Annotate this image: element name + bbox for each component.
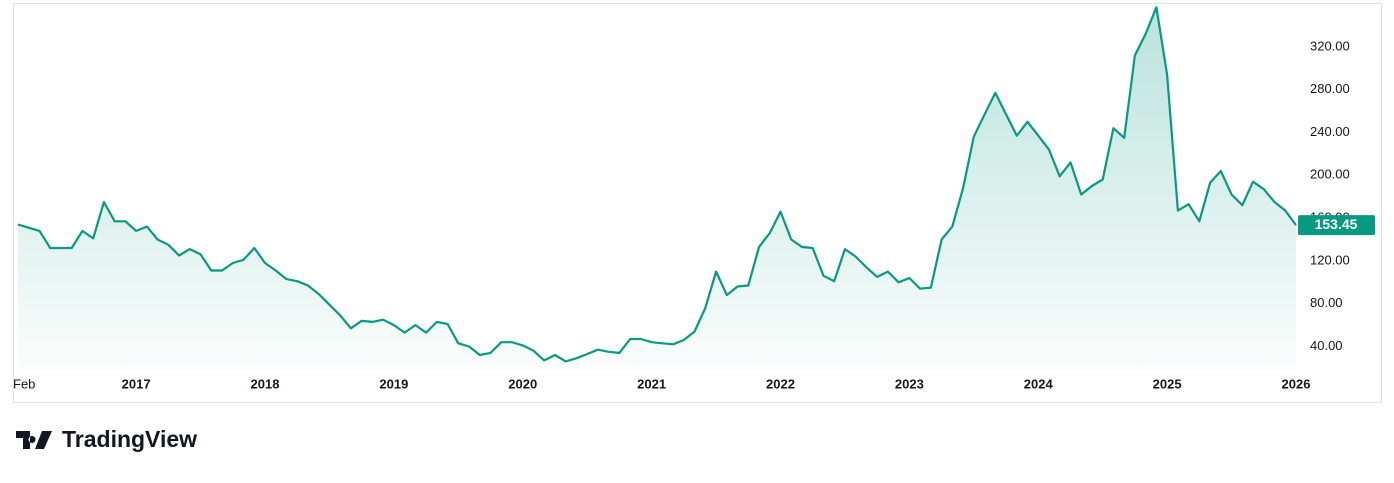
y-tick-label: 280.00 [1310,81,1350,96]
last-value-badge [1298,215,1375,236]
x-tick-label: 2020 [508,376,537,391]
x-tick-label: 2022 [766,376,795,391]
x-tick-label: 2018 [251,376,280,391]
brand-name: TradingView [62,426,197,452]
y-tick-label: 120.00 [1310,252,1350,267]
x-tick-label: 2017 [122,376,151,391]
logo: TradingView [16,426,197,452]
last-value-label: 153.45 [1315,216,1358,232]
logo-icon [16,431,52,449]
y-tick-label: 40.00 [1310,338,1343,353]
x-tick-label: 2023 [895,376,924,391]
chart-frame [13,3,1382,403]
x-tick-label: 2019 [379,376,408,391]
x-tick-label: Feb [13,376,35,391]
y-tick-label: 80.00 [1310,295,1343,310]
x-tick-label: 2025 [1153,376,1182,391]
area [18,7,1296,371]
x-tick-label: 2024 [1024,376,1054,391]
line [17,6,1297,363]
y-tick-label: 200.00 [1310,167,1350,182]
y-tick-label: 240.00 [1310,124,1350,139]
x-tick-label: 2021 [637,376,666,391]
y-tick-label: 320.00 [1310,38,1350,53]
x-tick-label: 2026 [1282,376,1311,391]
